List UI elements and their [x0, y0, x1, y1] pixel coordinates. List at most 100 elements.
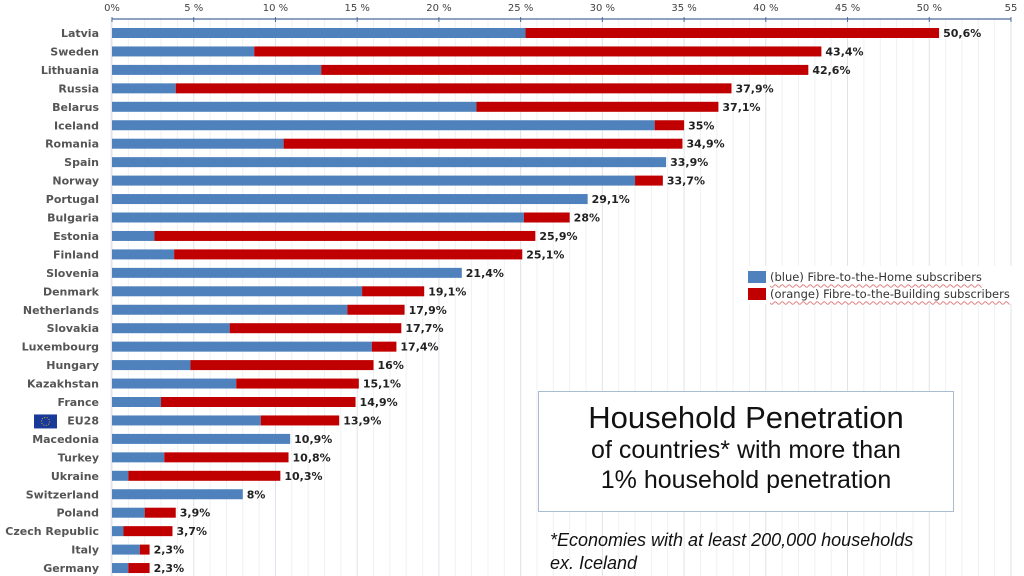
data-label: 37,1% [722, 101, 760, 114]
bar-fttb [523, 212, 570, 223]
bar-ftth [112, 415, 261, 426]
x-tick-label: 50 % [917, 3, 942, 14]
bar-ftth [112, 230, 155, 241]
x-tick-label: 40 % [753, 3, 778, 14]
bar-fttb [635, 175, 663, 186]
data-label: 16% [378, 359, 404, 372]
data-label: 3,7% [176, 525, 207, 538]
category-label: Netherlands [23, 304, 100, 317]
bar-fttb [190, 360, 374, 371]
chart-title: Household Penetration [588, 400, 904, 435]
bar-ftth [112, 452, 165, 463]
data-label: 3,9% [180, 507, 211, 520]
legend-swatch-fttb [748, 287, 766, 300]
data-label: 37,9% [735, 82, 773, 95]
x-tick-label: 45 % [835, 3, 860, 14]
bar-fttb [362, 286, 425, 297]
category-label: Belarus [52, 101, 99, 114]
data-label: 35% [688, 119, 714, 132]
data-label: 13,9% [343, 414, 381, 427]
bar-ftth [112, 249, 175, 260]
chart-subtitle-line-2: 1% household penetration [600, 466, 892, 494]
category-label: Lithuania [41, 64, 99, 77]
bar-fttb [654, 120, 685, 131]
data-label: 10,9% [294, 433, 332, 446]
bar-ftth [112, 267, 462, 278]
chart-title-box: Household Penetration of countries* with… [538, 391, 954, 512]
data-label: 10,3% [284, 470, 322, 483]
bar-fttb [174, 249, 523, 260]
bar-fttb [260, 415, 340, 426]
category-label: Turkey [58, 451, 99, 464]
bar-fttb [525, 28, 940, 38]
category-label: Hungary [46, 359, 99, 372]
x-tick-label: 15 % [344, 3, 369, 14]
bar-ftth [112, 341, 372, 352]
data-label: 50,6% [943, 27, 981, 40]
bar-ftth [112, 64, 322, 75]
chart-legend: (blue) Fibre-to-the-Home subscribers (or… [744, 266, 1014, 304]
bar-ftth [112, 286, 363, 297]
legend-swatch-ftth [748, 270, 766, 283]
bar-fttb [371, 341, 397, 352]
bar-fttb [128, 563, 150, 574]
bar-fttb [175, 83, 732, 94]
bar-ftth [112, 507, 145, 518]
x-tick-label: 25 % [508, 3, 533, 14]
category-label: Germany [43, 562, 99, 575]
x-tick-label: 55 [1005, 3, 1018, 14]
data-label: 17,9% [409, 304, 447, 317]
bar-ftth [112, 83, 176, 94]
bar-ftth [112, 101, 477, 112]
data-label: 34,9% [686, 138, 724, 151]
data-label: 17,4% [400, 341, 438, 354]
category-label: Russia [58, 82, 99, 95]
bar-fttb [161, 397, 356, 407]
category-label: Iceland [54, 119, 99, 132]
bar-fttb [476, 101, 719, 112]
category-label: Ukraine [51, 470, 99, 483]
bar-ftth [112, 304, 348, 315]
legend-item-fttb: (orange) Fibre-to-the-Building subscribe… [748, 285, 1010, 302]
category-label: Bulgaria [47, 212, 99, 225]
bar-ftth [112, 157, 667, 168]
bar-ftth [112, 212, 524, 223]
bar-fttb [283, 138, 683, 149]
bar-ftth [112, 470, 129, 481]
bar-fttb [321, 64, 809, 75]
bar-ftth [112, 544, 140, 555]
data-label: 43,4% [825, 45, 863, 58]
category-label: Macedonia [32, 433, 99, 446]
eu-flag-icon [34, 414, 57, 429]
category-label: Poland [56, 507, 99, 520]
data-label: 14,9% [360, 396, 398, 409]
bar-ftth [112, 526, 124, 537]
data-label: 42,6% [812, 64, 850, 77]
bar-ftth [112, 563, 129, 574]
chart-subtitle-line-1: of countries* with more than [591, 436, 901, 464]
category-label: Slovakia [47, 322, 99, 335]
category-label: Norway [52, 175, 99, 188]
bar-fttb [139, 544, 150, 555]
category-label: Luxembourg [22, 341, 99, 354]
x-tick-label: 35 % [671, 3, 696, 14]
bar-fttb [254, 46, 822, 57]
category-label: Spain [64, 156, 99, 169]
category-label: Romania [45, 138, 99, 151]
data-label: 33,7% [667, 175, 705, 188]
category-label: EU28 [67, 414, 99, 427]
x-tick-label: 0% [104, 3, 120, 14]
bar-ftth [112, 175, 636, 186]
bar-fttb [154, 230, 536, 241]
category-label: Slovenia [46, 267, 99, 280]
data-label: 33,9% [670, 156, 708, 169]
x-tick-label: 30 % [590, 3, 615, 14]
bar-ftth [112, 120, 655, 131]
data-label: 8% [247, 488, 266, 501]
category-label: Latvia [61, 27, 99, 40]
category-label: Portugal [46, 193, 99, 206]
category-label: Italy [71, 544, 99, 557]
category-label: Finland [53, 248, 99, 261]
eu-flag-stars-icon [41, 417, 50, 426]
